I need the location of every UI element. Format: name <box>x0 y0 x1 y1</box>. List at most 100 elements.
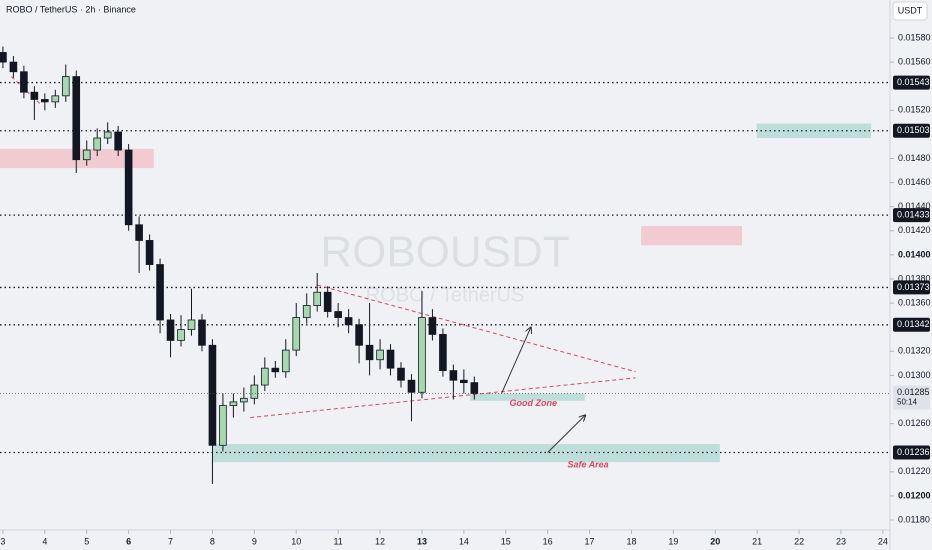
candle-body <box>344 317 353 326</box>
candle-body <box>20 71 28 93</box>
candle-body <box>208 344 217 446</box>
level-label-box <box>893 317 930 332</box>
zone-label: Good Zone <box>510 398 558 408</box>
candle-body <box>229 401 238 406</box>
candle-body <box>177 329 185 341</box>
candle-body <box>376 349 384 361</box>
x-tick-label: 23 <box>836 536 846 546</box>
x-tick-label: 17 <box>585 536 595 546</box>
y-tick-label: 0.01560 <box>898 56 931 66</box>
candle-body <box>365 344 374 361</box>
y-tick-label: 0.01580 <box>898 32 931 42</box>
x-tick-label: 7 <box>168 536 173 546</box>
countdown-label: 50:14 <box>897 398 918 407</box>
candle-body <box>386 349 395 369</box>
x-tick-label: 18 <box>626 536 636 546</box>
x-tick-label: 14 <box>459 536 469 546</box>
candle-body <box>187 319 196 331</box>
candle-body <box>41 99 49 103</box>
candle-body <box>0 52 7 63</box>
x-tick-label: 22 <box>794 536 804 546</box>
currency-button-label[interactable]: USDT <box>898 5 923 15</box>
candle-body <box>313 291 322 306</box>
zone <box>641 225 743 246</box>
candle-body <box>261 367 269 386</box>
candle-body <box>302 305 311 318</box>
level-label: 0.01342 <box>897 319 930 329</box>
x-tick-label: 21 <box>752 536 762 546</box>
candle-body <box>292 317 301 351</box>
level-label: 0.01236 <box>897 447 930 457</box>
candle-body <box>135 224 143 241</box>
zone <box>470 393 585 401</box>
candle-body <box>271 367 280 373</box>
y-tick-label: 0.01520 <box>898 105 931 115</box>
y-tick-label: 0.01380 <box>898 273 931 283</box>
last-price-label: 0.01285 <box>897 387 930 397</box>
candle-body <box>355 324 363 346</box>
candle-body <box>61 76 70 97</box>
candle-body <box>407 379 416 393</box>
candle-body <box>145 240 154 265</box>
level-label-box <box>893 280 930 295</box>
level-label: 0.01373 <box>897 282 930 292</box>
arrow <box>547 415 586 453</box>
candle-body <box>72 76 81 161</box>
y-tick-label: 0.01440 <box>898 201 931 211</box>
last-price-box <box>893 385 930 410</box>
candle-body <box>103 131 112 139</box>
candle-body <box>397 367 405 381</box>
level-label: 0.01503 <box>897 125 930 135</box>
arrow <box>501 327 531 394</box>
x-tick-label: 24 <box>878 536 888 546</box>
trend-line <box>317 284 636 373</box>
x-tick-label: 15 <box>501 536 511 546</box>
candle-body <box>82 149 91 161</box>
level-label-box <box>893 445 930 460</box>
candle-body <box>114 131 122 151</box>
zone <box>756 123 872 139</box>
y-tick-label: 0.01400 <box>898 249 931 259</box>
level-label-box <box>893 208 930 223</box>
candle-body <box>460 379 468 384</box>
y-tick-label: 0.01420 <box>898 225 931 235</box>
candle-body <box>93 137 102 151</box>
y-tick-label: 0.01220 <box>898 466 931 476</box>
y-tick-label: 0.01260 <box>898 418 931 428</box>
x-tick-label: 5 <box>84 536 89 546</box>
x-tick-label: 13 <box>417 536 427 546</box>
x-tick-label: 19 <box>668 536 678 546</box>
candle-body <box>51 95 60 103</box>
candle-body <box>166 319 175 341</box>
x-tick-label: 8 <box>210 536 215 546</box>
candle-body <box>428 317 437 335</box>
y-tick-label: 0.01360 <box>898 297 931 307</box>
y-tick-label: 0.01300 <box>898 370 931 380</box>
x-tick-label: 20 <box>710 536 720 546</box>
candle-body <box>198 319 206 346</box>
candle-body <box>334 311 342 318</box>
y-tick-label: 0.01460 <box>898 177 931 187</box>
x-tick-label: 12 <box>375 536 385 546</box>
level-label-box <box>893 75 930 90</box>
candle-body <box>240 397 248 403</box>
candle-body <box>449 370 458 381</box>
candle-body <box>418 317 426 393</box>
candle-body <box>281 349 290 373</box>
candle-body <box>439 334 447 371</box>
candle-body <box>156 264 164 321</box>
level-label: 0.01433 <box>897 210 930 220</box>
x-tick-label: 16 <box>543 536 553 546</box>
level-label: 0.01543 <box>897 77 930 87</box>
candle-body <box>124 149 133 226</box>
x-tick-label: 6 <box>126 536 131 546</box>
currency-button[interactable] <box>892 1 928 21</box>
zone-label: Safe Area <box>567 460 608 470</box>
x-tick-label: 9 <box>252 536 257 546</box>
watermark: ROBOUSDT <box>320 228 569 277</box>
x-tick-label: 11 <box>333 536 342 546</box>
level-label-box <box>893 123 930 138</box>
candle-body <box>470 382 479 394</box>
